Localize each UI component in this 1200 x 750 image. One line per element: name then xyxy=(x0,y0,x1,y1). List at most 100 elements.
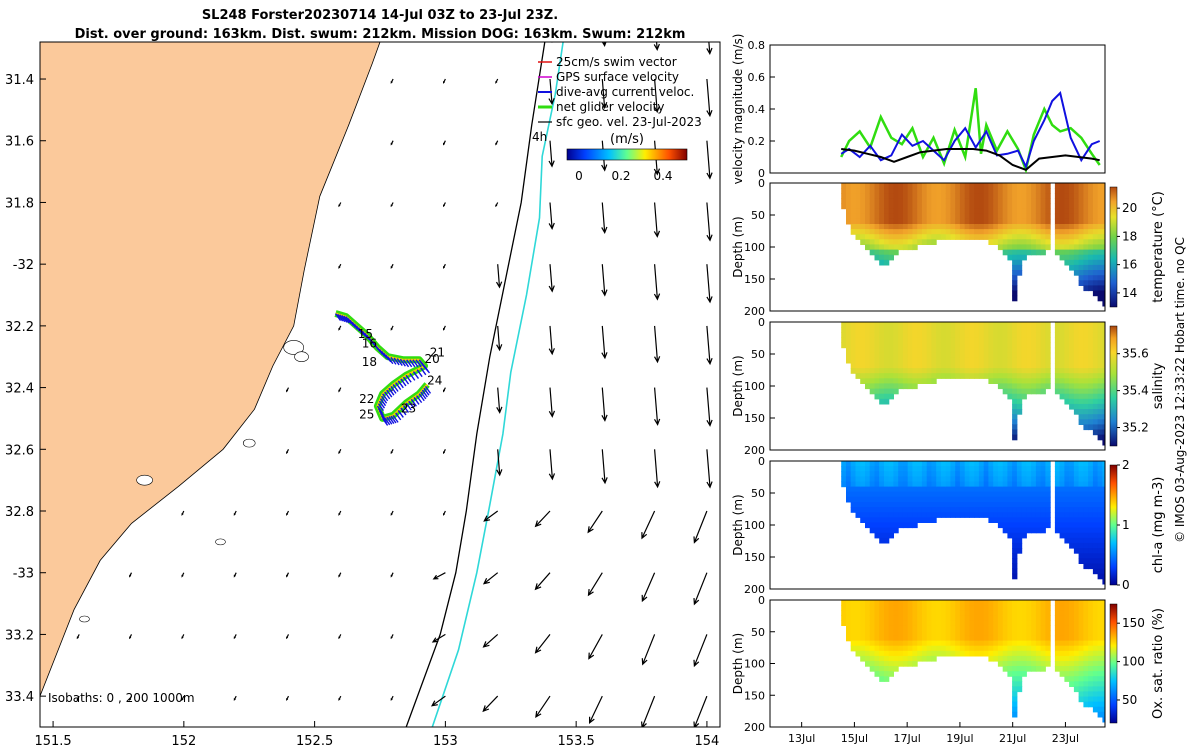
section-cell xyxy=(978,615,985,621)
section-cell xyxy=(997,650,1004,657)
section-cell xyxy=(1012,337,1018,344)
section-cell xyxy=(964,461,970,467)
section-cell xyxy=(1059,213,1065,220)
section-cell xyxy=(940,327,947,333)
section-cell xyxy=(855,352,861,359)
section-cell xyxy=(893,322,899,328)
section-cell xyxy=(1073,615,1080,621)
sfc-velocity-arrow xyxy=(443,78,446,84)
section-cell xyxy=(1059,198,1065,205)
section-cell xyxy=(860,620,866,626)
section-cell xyxy=(1045,342,1051,349)
section-cell xyxy=(898,481,904,488)
section-cell xyxy=(860,655,866,662)
section-cell xyxy=(846,193,852,199)
section-cell xyxy=(1097,512,1103,518)
section-cell xyxy=(879,532,885,539)
section-cell xyxy=(978,600,985,606)
section-cell xyxy=(902,625,909,632)
section-cell xyxy=(841,476,847,483)
section-cell xyxy=(874,466,880,472)
section-cell xyxy=(1012,635,1018,642)
section-cell xyxy=(955,332,961,338)
section-cell xyxy=(950,640,956,647)
section-cell xyxy=(931,193,937,199)
section-cell xyxy=(1059,625,1065,632)
title-line-2: Dist. over ground: 163km. Dist. swum: 21… xyxy=(74,27,686,42)
section-cell xyxy=(907,486,913,493)
section-cell xyxy=(1012,666,1018,672)
section-cell xyxy=(974,218,980,225)
section-cell xyxy=(955,368,961,374)
section-cell xyxy=(1102,234,1105,240)
section-cell xyxy=(1069,522,1075,529)
section-cell xyxy=(1016,486,1023,493)
section-cell xyxy=(1021,218,1027,225)
section-cell xyxy=(912,198,918,205)
section-cell xyxy=(988,188,994,194)
section-cell xyxy=(898,655,904,662)
section-cell xyxy=(997,466,1004,472)
depth-tick-label: 50 xyxy=(751,348,765,361)
section-cell xyxy=(1007,527,1013,534)
section-cell xyxy=(1078,691,1084,698)
section-cell xyxy=(997,461,1004,467)
section-cell xyxy=(860,234,866,240)
section-cell xyxy=(1078,666,1084,672)
section-cell xyxy=(1026,373,1032,379)
section-cell xyxy=(1045,327,1051,333)
section-cell xyxy=(865,327,871,333)
section-cell xyxy=(969,198,975,205)
section-cell xyxy=(978,471,985,477)
section-cell xyxy=(936,183,942,189)
section-cell xyxy=(1054,507,1061,513)
section-cell xyxy=(912,368,918,374)
section-cell xyxy=(983,481,989,488)
section-cell xyxy=(1092,507,1099,513)
section-cell xyxy=(931,352,937,359)
section-cell xyxy=(912,496,918,503)
section-cell xyxy=(841,605,847,611)
section-cell xyxy=(978,357,985,364)
section-cell xyxy=(1002,249,1008,256)
section-cell xyxy=(931,491,937,498)
section-cell xyxy=(846,198,852,205)
dive-avg-vector xyxy=(400,407,407,416)
section-cell xyxy=(1007,517,1013,523)
section-cell xyxy=(1021,527,1027,534)
section-cell xyxy=(993,491,999,498)
section-cell xyxy=(1021,635,1027,642)
section-cell xyxy=(936,363,942,369)
section-cell xyxy=(865,476,871,483)
section-cell xyxy=(983,466,989,472)
section-cell xyxy=(1069,502,1075,508)
section-cell xyxy=(1059,661,1065,667)
section-cell xyxy=(1059,502,1065,508)
sfc-velocity-arrow xyxy=(693,510,708,544)
section-cell xyxy=(1088,466,1094,472)
section-cell xyxy=(1031,496,1037,503)
section-cell xyxy=(978,502,985,508)
section-cell xyxy=(1102,471,1105,477)
sfc-velocity-arrow xyxy=(496,325,503,352)
section-cell xyxy=(988,635,994,642)
section-cell xyxy=(879,183,885,189)
section-cell xyxy=(921,502,928,508)
section-cell xyxy=(869,218,875,225)
section-cell xyxy=(921,229,928,235)
section-cell xyxy=(912,640,918,647)
sfc-velocity-arrow xyxy=(641,572,656,603)
section-cell xyxy=(1069,635,1075,642)
section-cell xyxy=(1026,640,1032,647)
section-cell xyxy=(1069,600,1075,606)
section-cell xyxy=(893,234,899,240)
section-cell xyxy=(893,481,899,488)
section-cell xyxy=(1026,527,1032,534)
section-cell xyxy=(1102,666,1105,672)
section-cell xyxy=(931,610,937,616)
section-cell xyxy=(879,259,885,266)
section-cell xyxy=(1088,342,1094,349)
section-cell xyxy=(931,615,937,621)
section-cell xyxy=(945,620,951,626)
section-cell xyxy=(907,213,913,220)
